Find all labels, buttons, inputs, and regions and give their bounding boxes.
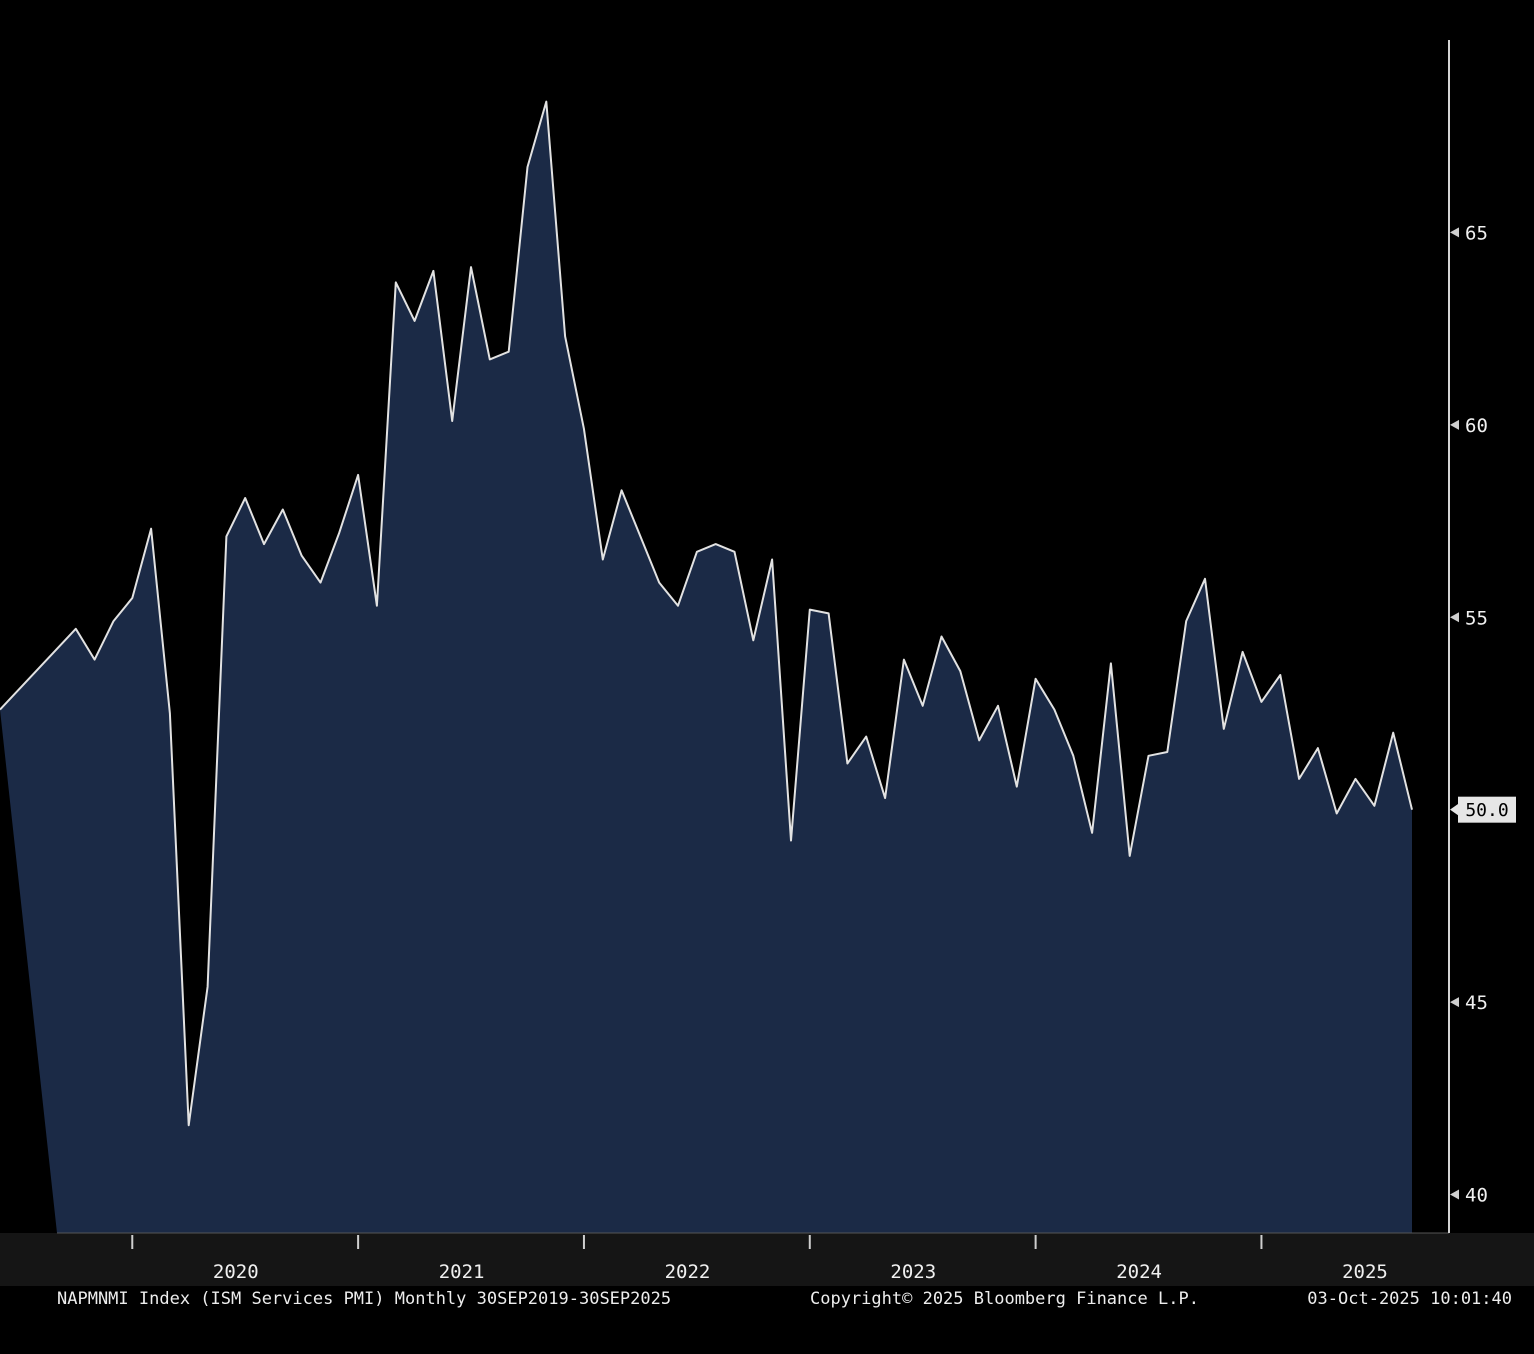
- y-axis-tick: [1450, 997, 1459, 1008]
- footer-copyright: Copyright© 2025 Bloomberg Finance L.P.: [810, 1289, 1199, 1309]
- y-axis-tick: [1450, 419, 1459, 430]
- footer-timestamp: 03-Oct-2025 10:01:40: [1307, 1289, 1512, 1309]
- y-tick-label: 40: [1465, 1185, 1488, 1207]
- price-line: [0, 100, 1413, 1127]
- x-tick-label: 2021: [439, 1261, 485, 1283]
- y-tick-label: 60: [1465, 415, 1488, 437]
- y-axis-tick: [1450, 612, 1459, 623]
- y-tick-label: 45: [1465, 992, 1488, 1014]
- y-axis-tick: [1450, 227, 1459, 238]
- x-axis-band: [0, 1233, 1534, 1286]
- last-value-badge: [1458, 796, 1516, 823]
- x-tick-label: 2023: [890, 1261, 936, 1283]
- footer-series-info: NAPMNMI Index (ISM Services PMI) Monthly…: [57, 1289, 672, 1309]
- y-tick-label: 65: [1465, 222, 1488, 244]
- last-value-badge-arrow: [1450, 802, 1460, 817]
- x-tick-label: 2022: [665, 1261, 711, 1283]
- y-axis-tick: [1450, 1189, 1459, 1200]
- last-value-badge-label: 50.0: [1465, 800, 1508, 821]
- x-tick-label: 2025: [1342, 1261, 1388, 1283]
- footer: NAPMNMI Index (ISM Services PMI) Monthly…: [0, 1288, 1534, 1314]
- y-tick-label: 55: [1465, 607, 1488, 629]
- x-tick-label: 2020: [213, 1261, 259, 1283]
- area-fill: [0, 101, 1412, 1234]
- x-tick-label: 2024: [1116, 1261, 1162, 1283]
